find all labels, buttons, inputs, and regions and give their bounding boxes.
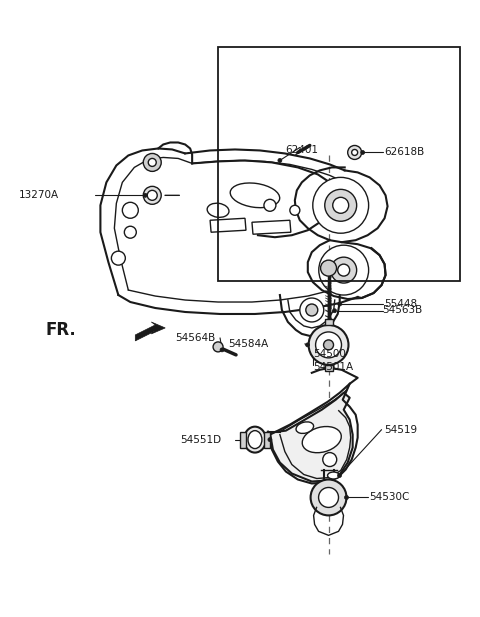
Text: 54563B: 54563B: [383, 305, 423, 315]
Circle shape: [300, 298, 324, 322]
Text: 54519: 54519: [384, 424, 418, 434]
Bar: [324, 365, 333, 371]
Circle shape: [338, 264, 350, 276]
Circle shape: [220, 348, 224, 352]
Circle shape: [315, 332, 341, 358]
Bar: [264, 432, 270, 447]
Text: 54530C: 54530C: [370, 492, 410, 502]
Circle shape: [337, 473, 341, 478]
Circle shape: [213, 342, 223, 352]
Circle shape: [348, 146, 361, 159]
Text: 55448: 55448: [384, 299, 418, 309]
Text: 54564B: 54564B: [175, 333, 216, 343]
Text: 54501A: 54501A: [313, 362, 353, 372]
Polygon shape: [270, 393, 353, 481]
Circle shape: [331, 257, 357, 283]
Ellipse shape: [248, 431, 262, 449]
Circle shape: [323, 334, 335, 346]
Circle shape: [144, 154, 161, 172]
Circle shape: [323, 325, 335, 337]
Circle shape: [122, 202, 138, 218]
Circle shape: [325, 189, 357, 222]
Text: FR.: FR.: [46, 321, 76, 339]
Bar: [324, 319, 333, 325]
Circle shape: [147, 190, 157, 201]
Ellipse shape: [207, 203, 229, 217]
Bar: [218, 47, 460, 281]
Circle shape: [148, 159, 156, 167]
Polygon shape: [135, 322, 165, 341]
Circle shape: [306, 343, 310, 347]
Circle shape: [144, 186, 161, 204]
Ellipse shape: [230, 183, 280, 208]
Ellipse shape: [244, 427, 266, 453]
Text: 54584A: 54584A: [228, 339, 268, 349]
Polygon shape: [252, 220, 291, 234]
Polygon shape: [210, 218, 246, 232]
Text: 54500: 54500: [313, 349, 346, 359]
Circle shape: [290, 205, 300, 215]
Circle shape: [323, 453, 336, 466]
Circle shape: [345, 495, 348, 499]
Circle shape: [111, 251, 125, 265]
Text: 54551D: 54551D: [180, 434, 221, 445]
Circle shape: [324, 340, 334, 350]
Circle shape: [352, 149, 358, 155]
Text: 13270A: 13270A: [19, 190, 59, 201]
Circle shape: [309, 325, 348, 365]
Circle shape: [319, 245, 369, 295]
Circle shape: [333, 197, 348, 213]
Circle shape: [268, 437, 272, 442]
Circle shape: [319, 487, 338, 507]
Circle shape: [278, 159, 282, 162]
Text: 62401: 62401: [285, 146, 318, 155]
Circle shape: [338, 302, 342, 306]
Circle shape: [311, 479, 347, 515]
Circle shape: [306, 304, 318, 316]
Circle shape: [124, 226, 136, 238]
Ellipse shape: [327, 472, 339, 479]
Ellipse shape: [296, 422, 313, 433]
Circle shape: [333, 308, 336, 313]
Circle shape: [144, 193, 147, 197]
Ellipse shape: [302, 426, 341, 453]
Circle shape: [264, 199, 276, 211]
Bar: [240, 432, 246, 447]
Circle shape: [321, 260, 336, 276]
Circle shape: [313, 177, 369, 233]
Text: 62618B: 62618B: [384, 147, 425, 157]
Circle shape: [360, 151, 365, 154]
